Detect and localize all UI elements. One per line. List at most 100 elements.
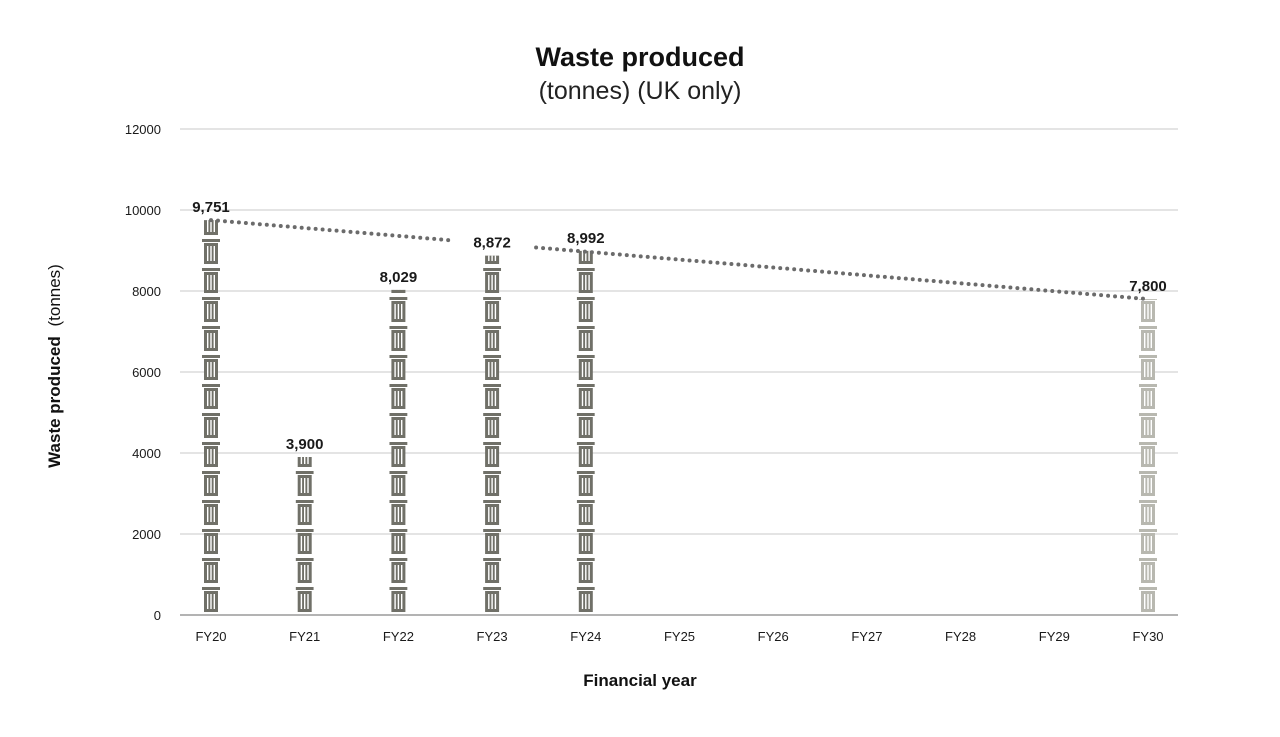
trash-bin-icon bbox=[483, 471, 502, 496]
data-label: 8,872 bbox=[473, 235, 511, 252]
x-tick-label: FY25 bbox=[664, 629, 695, 644]
bar-icon-stack bbox=[1139, 299, 1157, 612]
trash-bin-icon bbox=[202, 355, 220, 380]
x-tick-labels: FY20 FY21 FY22 FY23 FY24 FY25 FY26 FY27 FY28 FY29… bbox=[195, 629, 1163, 644]
y-axis-label: Waste produced (tonnes) bbox=[45, 264, 64, 468]
trash-bin-icon bbox=[1139, 529, 1157, 554]
trash-bin-icon bbox=[389, 413, 408, 438]
trash-bin-icon bbox=[202, 471, 220, 496]
trash-bin-icon bbox=[483, 268, 502, 293]
trash-bin-icon bbox=[483, 558, 502, 583]
trash-bin-icon bbox=[295, 471, 314, 496]
trash-bin-icon bbox=[202, 587, 220, 612]
trash-bin-icon bbox=[295, 558, 314, 583]
data-label: 7,800 bbox=[1129, 278, 1167, 295]
y-tick-label: 0 bbox=[154, 608, 161, 623]
trash-bin-icon bbox=[1139, 558, 1157, 583]
bar-icon-stack bbox=[389, 289, 408, 612]
y-tick-label: 6000 bbox=[132, 365, 161, 380]
trash-bin-icon bbox=[483, 413, 502, 438]
bar-icon-stack bbox=[576, 250, 595, 612]
bar-icon-stack bbox=[483, 255, 502, 612]
x-tick-label: FY20 bbox=[195, 629, 226, 644]
trash-bin-icon bbox=[389, 442, 408, 467]
trendline bbox=[209, 218, 457, 243]
x-tick-label: FY26 bbox=[758, 629, 789, 644]
trash-bin-icon bbox=[576, 529, 595, 554]
trash-bin-icon bbox=[576, 268, 595, 293]
trash-bin-icon bbox=[389, 297, 408, 322]
trash-bin-icon bbox=[576, 587, 595, 612]
bar-FY24 bbox=[576, 250, 595, 612]
x-tick-label: FY28 bbox=[945, 629, 976, 644]
trash-bin-icon bbox=[483, 384, 502, 409]
trash-bin-icon bbox=[1139, 587, 1157, 612]
trash-bin-icon bbox=[202, 384, 220, 409]
trash-bin-icon bbox=[389, 587, 408, 612]
trash-bin-icon bbox=[389, 355, 408, 380]
trash-bin-icon bbox=[1139, 500, 1157, 525]
data-label: 8,029 bbox=[380, 269, 418, 286]
x-tick-label: FY23 bbox=[477, 629, 508, 644]
trash-bin-icon bbox=[483, 442, 502, 467]
trash-bin-icon bbox=[576, 442, 595, 467]
x-tick-label: FY22 bbox=[383, 629, 414, 644]
trash-bin-icon bbox=[389, 384, 408, 409]
data-label: 3,900 bbox=[286, 436, 324, 453]
bar-icon-stack bbox=[295, 457, 314, 612]
bar-FY30 bbox=[1139, 299, 1157, 612]
bar-FY21 bbox=[295, 457, 314, 612]
data-label: 9,751 bbox=[192, 199, 230, 216]
trash-bin-icon bbox=[1139, 471, 1157, 496]
bar-FY22 bbox=[389, 289, 408, 612]
trash-bin-icon bbox=[576, 384, 595, 409]
data-label: 8,992 bbox=[567, 230, 605, 247]
x-tick-label: FY27 bbox=[851, 629, 882, 644]
grid-layer bbox=[180, 128, 1178, 616]
trash-bin-icon bbox=[1139, 299, 1157, 322]
trash-bin-icon bbox=[576, 413, 595, 438]
y-tick-labels: 0 2000 4000 6000 8000 10000 12000 bbox=[125, 122, 161, 623]
trash-bin-icon bbox=[202, 529, 220, 554]
trash-bin-icon bbox=[576, 297, 595, 322]
trash-bin-icon bbox=[483, 297, 502, 322]
trash-bin-icon bbox=[483, 587, 502, 612]
y-tick-label: 12000 bbox=[125, 122, 161, 137]
trash-bin-icon bbox=[576, 326, 595, 351]
trash-bin-icon bbox=[1139, 442, 1157, 467]
bar-layer bbox=[202, 220, 1157, 612]
trash-bin-icon bbox=[202, 326, 220, 351]
trash-bin-icon bbox=[202, 239, 220, 264]
trash-bin-icon bbox=[1139, 413, 1157, 438]
trash-bin-icon bbox=[1139, 384, 1157, 409]
y-tick-label: 2000 bbox=[132, 527, 161, 542]
trash-bin-icon bbox=[295, 500, 314, 525]
trash-bin-icon bbox=[483, 529, 502, 554]
trendline-layer bbox=[209, 218, 1150, 302]
trash-bin-icon bbox=[202, 268, 220, 293]
trash-bin-icon bbox=[483, 500, 502, 525]
x-tick-label: FY30 bbox=[1132, 629, 1163, 644]
trash-bin-icon bbox=[1139, 326, 1157, 351]
trash-bin-icon bbox=[389, 326, 408, 351]
chart-subtitle: (tonnes) (UK only) bbox=[539, 77, 742, 105]
data-labels: 9,751 3,900 8,029 8,872 8,992 7,800 bbox=[192, 199, 1167, 453]
x-axis-label: Financial year bbox=[583, 671, 697, 690]
trash-bin-icon bbox=[389, 500, 408, 525]
y-axis-label-main: Waste produced bbox=[45, 336, 64, 468]
trash-bin-icon bbox=[576, 355, 595, 380]
y-tick-label: 8000 bbox=[132, 284, 161, 299]
trash-bin-icon bbox=[389, 558, 408, 583]
bar-FY23 bbox=[483, 255, 502, 612]
x-tick-label: FY29 bbox=[1039, 629, 1070, 644]
trash-bin-icon bbox=[202, 442, 220, 467]
chart-title: Waste produced bbox=[535, 42, 744, 72]
trash-bin-icon bbox=[483, 355, 502, 380]
trash-bin-icon bbox=[202, 297, 220, 322]
trash-bin-icon bbox=[295, 529, 314, 554]
trash-bin-icon bbox=[389, 529, 408, 554]
trash-bin-icon bbox=[1139, 355, 1157, 380]
trash-bin-icon bbox=[483, 326, 502, 351]
